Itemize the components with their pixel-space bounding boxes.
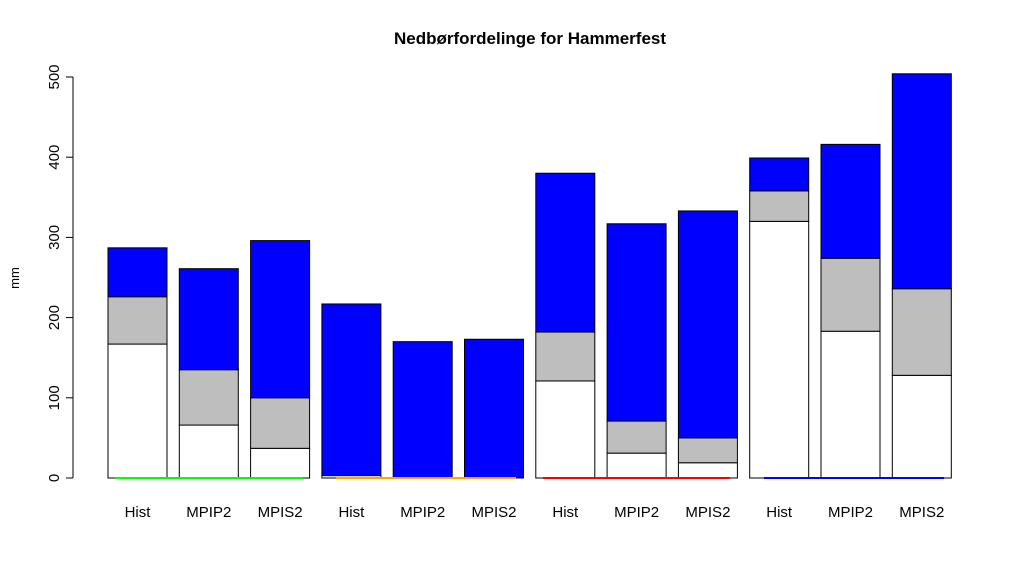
bar-segment bbox=[107, 296, 168, 345]
bar-segment bbox=[820, 330, 881, 479]
x-tick-label: Hist bbox=[552, 504, 579, 521]
y-tick-label: 400 bbox=[46, 145, 63, 170]
bar-segment bbox=[321, 303, 382, 477]
chart-title: Nedbørfordelinge for Hammerfest bbox=[394, 29, 666, 48]
bar-segment bbox=[392, 341, 453, 479]
bar-segment bbox=[606, 452, 667, 479]
y-tick-label: 200 bbox=[46, 305, 63, 330]
bar-segment bbox=[535, 380, 596, 479]
bar-segment bbox=[677, 437, 738, 464]
x-tick-label: MPIP2 bbox=[186, 504, 231, 521]
bar-segment bbox=[677, 210, 738, 439]
x-tick-label: Hist bbox=[338, 504, 365, 521]
bar-segment bbox=[535, 331, 596, 382]
bar-segment bbox=[820, 257, 881, 332]
bar-segment bbox=[891, 288, 952, 376]
bar-segment bbox=[606, 223, 667, 422]
bar-segment bbox=[749, 220, 810, 479]
y-tick-label: 0 bbox=[46, 474, 63, 482]
y-tick-label: 300 bbox=[46, 225, 63, 250]
x-tick-label: Hist bbox=[766, 504, 793, 521]
x-tick-label: MPIS2 bbox=[685, 504, 730, 521]
x-tick-label: MPIS2 bbox=[471, 504, 516, 521]
bar-segment bbox=[820, 143, 881, 259]
bar-segment bbox=[677, 462, 738, 479]
bar-segment bbox=[178, 369, 239, 426]
x-tick-label: MPIP2 bbox=[614, 504, 659, 521]
bar-segment bbox=[891, 73, 952, 290]
bar-segment bbox=[606, 420, 667, 454]
bar-segment bbox=[107, 247, 168, 298]
bar-segment bbox=[749, 190, 810, 222]
bar-segment bbox=[464, 338, 524, 479]
bar-segment bbox=[250, 397, 311, 449]
bar-segment bbox=[250, 240, 311, 399]
bar-segment bbox=[250, 447, 311, 479]
y-tick-label: 500 bbox=[46, 64, 63, 89]
bar-segment bbox=[749, 157, 810, 192]
x-tick-label: Hist bbox=[125, 504, 152, 521]
bar-segment bbox=[107, 343, 168, 479]
bar-segment bbox=[891, 374, 952, 479]
bar-segment bbox=[178, 424, 239, 479]
x-tick-label: MPIP2 bbox=[828, 504, 873, 521]
bar-segment bbox=[178, 268, 239, 371]
x-tick-label: MPIS2 bbox=[258, 504, 303, 521]
x-tick-label: MPIS2 bbox=[899, 504, 944, 521]
x-tick-label: MPIP2 bbox=[400, 504, 445, 521]
y-axis-label: mm bbox=[7, 267, 22, 289]
y-tick-label: 100 bbox=[46, 385, 63, 410]
bar-segment bbox=[535, 172, 596, 333]
